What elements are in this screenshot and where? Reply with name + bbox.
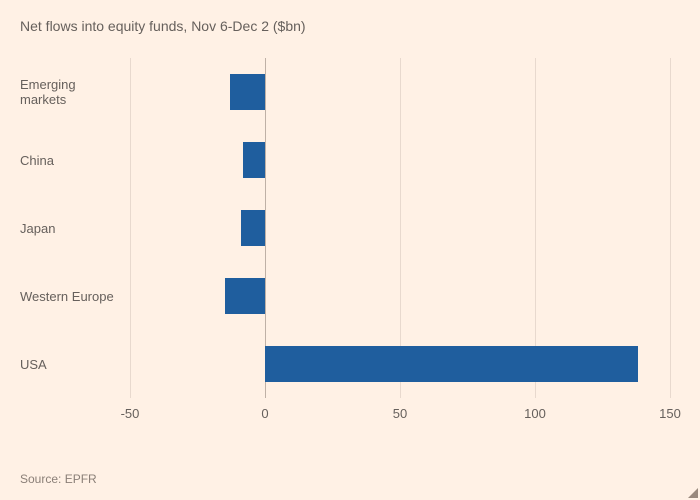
- bar: [243, 142, 265, 178]
- x-tick-label: -50: [121, 406, 140, 421]
- x-tick-label: 150: [659, 406, 681, 421]
- bar: [265, 346, 638, 382]
- x-tick-label: 50: [393, 406, 407, 421]
- source-text: Source: EPFR: [20, 472, 97, 486]
- x-tick-label: 100: [524, 406, 546, 421]
- gridline: [130, 58, 131, 398]
- category-label: USA: [20, 346, 120, 382]
- category-label: China: [20, 142, 120, 178]
- chart-subtitle: Net flows into equity funds, Nov 6-Dec 2…: [20, 18, 680, 34]
- category-label: Japan: [20, 210, 120, 246]
- resize-handle-icon[interactable]: [688, 488, 698, 498]
- bar: [230, 74, 265, 110]
- category-label: Emerging markets: [20, 74, 120, 110]
- bar: [241, 210, 265, 246]
- chart-container: Net flows into equity funds, Nov 6-Dec 2…: [0, 0, 700, 500]
- chart-area: Emerging markets China Japan Western Europe…: [20, 58, 680, 428]
- bar: [225, 278, 266, 314]
- plot-region: [130, 58, 670, 398]
- category-label: Western Europe: [20, 278, 120, 314]
- x-tick-label: 0: [261, 406, 268, 421]
- gridline: [670, 58, 671, 398]
